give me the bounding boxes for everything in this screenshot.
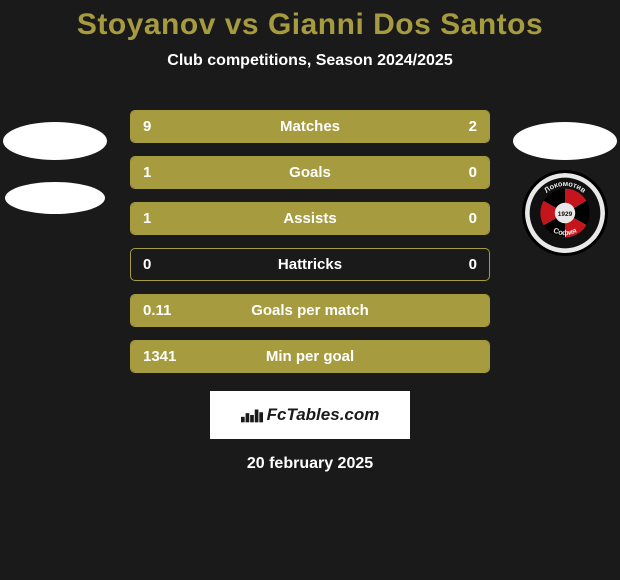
player1-club-logo — [5, 182, 105, 214]
stat-row-assists: 1Assists0 — [130, 202, 490, 235]
date: 20 february 2025 — [0, 455, 620, 473]
page-title: Stoyanov vs Gianni Dos Santos — [0, 0, 620, 42]
player2-name: Gianni Dos Santos — [268, 8, 543, 41]
stat-fill-left — [131, 341, 489, 372]
stat-value-left: 0.11 — [143, 302, 171, 319]
stat-value-left: 1341 — [143, 348, 176, 365]
stat-row-matches: 9Matches2 — [130, 110, 490, 143]
stat-bars: 9Matches21Goals01Assists00Hattricks00.11… — [130, 110, 490, 373]
stat-fill-right — [425, 111, 489, 142]
lokomotiv-sofia-badge-icon: 1929 Локомотив София — [525, 170, 605, 256]
stat-value-left: 9 — [143, 118, 151, 135]
stat-row-hattricks: 0Hattricks0 — [130, 248, 490, 281]
stat-value-left: 1 — [143, 164, 151, 181]
stat-fill-left — [131, 295, 489, 326]
stat-fill-left — [131, 203, 489, 234]
subtitle: Club competitions, Season 2024/2025 — [0, 52, 620, 70]
stat-value-left: 0 — [143, 256, 151, 273]
stat-row-goals-per-match: 0.11Goals per match — [130, 294, 490, 327]
vs-word: vs — [225, 8, 259, 41]
stat-row-goals: 1Goals0 — [130, 156, 490, 189]
watermark: FcTables.com — [210, 391, 410, 439]
stat-row-min-per-goal: 1341Min per goal — [130, 340, 490, 373]
stat-value-right: 0 — [469, 164, 477, 181]
player2-column: 1929 Локомотив София — [510, 122, 620, 256]
stat-value-left: 1 — [143, 210, 151, 227]
watermark-text: FcTables.com — [267, 405, 380, 425]
player1-avatar — [3, 122, 107, 160]
player1-name: Stoyanov — [77, 8, 216, 41]
bars-icon — [241, 407, 263, 423]
stat-fill-left — [131, 111, 425, 142]
stat-label: Hattricks — [131, 256, 489, 273]
stat-value-right: 0 — [469, 210, 477, 227]
comparison-chart: 1929 Локомотив София 9Matches2 1Goals0 1As… — [0, 110, 620, 473]
player2-club-logo: 1929 Локомотив София — [522, 170, 608, 256]
svg-text:1929: 1929 — [558, 211, 573, 218]
player2-avatar — [513, 122, 617, 160]
stat-value-right: 0 — [469, 256, 477, 273]
stat-value-right: 2 — [469, 118, 477, 135]
stat-fill-left — [131, 157, 489, 188]
player1-column — [0, 122, 110, 214]
